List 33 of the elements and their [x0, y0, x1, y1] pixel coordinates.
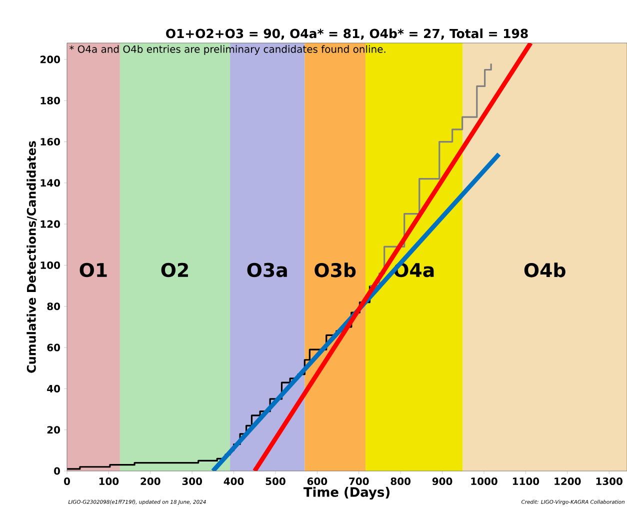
chart-title: O1+O2+O3 = 90, O4a* = 81, O4b* = 27, Total = 198	[166, 28, 528, 40]
y-tick-label: 20	[47, 426, 60, 434]
x-tick-label: 700	[349, 478, 369, 486]
x-tick-label: 300	[182, 478, 202, 486]
band-label: O3b	[314, 262, 356, 278]
x-tick-label: 500	[266, 478, 286, 486]
x-tick-label: 800	[390, 478, 411, 486]
x-tick-label: 900	[432, 478, 452, 486]
y-tick-label: 100	[40, 261, 60, 269]
y-tick-label: 180	[40, 96, 60, 104]
y-tick-label: 140	[40, 179, 60, 187]
x-tick-label: 400	[224, 478, 244, 486]
band-label: O4b	[524, 262, 566, 278]
y-tick-label: 60	[47, 344, 60, 352]
x-tick-label: 0	[64, 478, 70, 486]
x-tick-label: 1100	[512, 478, 540, 486]
y-tick-label: 120	[40, 220, 60, 228]
x-tick-label: 600	[307, 478, 328, 486]
x-tick-label: 200	[140, 478, 160, 486]
x-axis-title: Time (Days)	[303, 486, 390, 500]
y-tick-label: 0	[54, 467, 60, 475]
x-tick-label: 1000	[471, 478, 498, 486]
band-label: O3a	[247, 262, 287, 278]
y-tick-label: 80	[47, 302, 60, 310]
band-label: O1	[80, 262, 107, 278]
y-axis-title: Cumulative Detections/Candidates	[26, 141, 37, 373]
y-tick-label: 200	[40, 56, 60, 64]
x-tick-label: 100	[99, 478, 119, 486]
band-label: O2	[161, 262, 188, 278]
y-tick-label: 40	[47, 384, 60, 392]
x-tick-label: 1200	[554, 478, 581, 486]
y-tick-label: 160	[40, 138, 60, 146]
x-tick-label: 1300	[596, 478, 622, 486]
